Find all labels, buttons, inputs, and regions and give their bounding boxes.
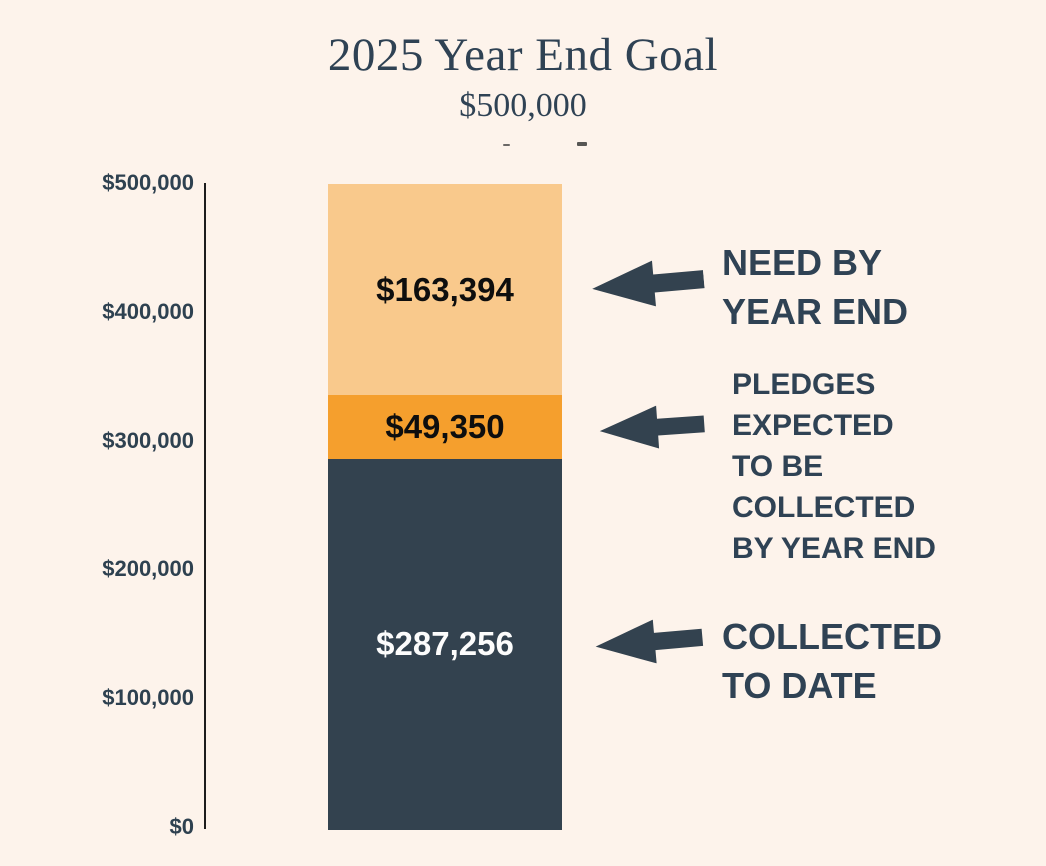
cropped-text-artifact [577,142,587,146]
y-axis-line [204,183,206,829]
cropped-text-artifact [503,144,510,146]
y-tick-0: $0 [169,813,194,839]
chart-title: 2025 Year End Goal [327,29,719,81]
segment-value-label: $49,350 [385,407,505,445]
annotation-collected-to-date: COLLECTED TO DATE [722,616,942,706]
segment-value-label: $287,256 [376,625,514,663]
left-arrow-icon [598,405,706,449]
stacked-bar: $163,394 $49,350 $287,256 [328,184,562,830]
y-tick-100000: $100,000 [102,685,194,711]
y-axis-tick-labels: $500,000 $400,000 $300,000 $200,000 $100… [40,172,194,838]
left-arrow-icon [592,260,705,307]
y-tick-500000: $500,000 [102,170,194,195]
chart-header: 2025 Year End Goal $500,000 [0,30,1046,125]
segment-value-label: $163,394 [376,270,514,308]
y-tick-200000: $200,000 [102,556,194,582]
y-tick-400000: $400,000 [102,298,194,324]
left-arrow-icon [593,619,705,664]
bar-segment-pledges-expected: $49,350 [328,395,562,459]
y-tick-300000: $300,000 [102,427,194,453]
annotation-pledges-expected: PLEDGES EXPECTED TO BE COLLECTED BY YEAR… [732,368,936,565]
annotation-need-by-year-end: NEED BY YEAR END [722,242,909,332]
bar-segment-need-by-year-end: $163,394 [328,184,562,396]
bar-segment-collected-to-date: $287,256 [328,458,562,830]
chart-goal-subtitle: $500,000 [459,87,587,124]
